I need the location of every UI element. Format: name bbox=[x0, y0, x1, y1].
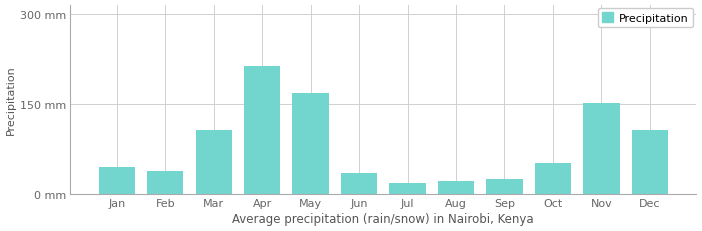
X-axis label: Average precipitation (rain/snow) in Nairobi, Kenya: Average precipitation (rain/snow) in Nai… bbox=[232, 213, 534, 225]
Bar bbox=[632, 130, 668, 194]
Bar bbox=[390, 183, 425, 194]
Bar bbox=[196, 130, 232, 194]
Bar bbox=[341, 173, 377, 194]
Bar bbox=[98, 167, 135, 194]
Bar bbox=[583, 103, 620, 194]
Bar bbox=[293, 94, 329, 194]
Bar bbox=[535, 163, 571, 194]
Bar bbox=[438, 181, 474, 194]
Bar bbox=[244, 67, 280, 194]
Bar bbox=[147, 171, 183, 194]
Y-axis label: Precipitation: Precipitation bbox=[6, 65, 15, 135]
Bar bbox=[486, 179, 522, 194]
Legend: Precipitation: Precipitation bbox=[598, 9, 693, 28]
